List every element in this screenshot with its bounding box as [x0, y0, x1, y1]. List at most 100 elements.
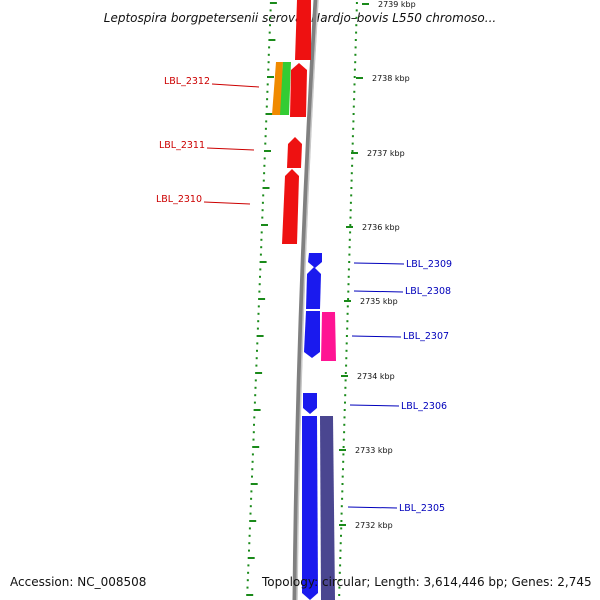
tick-mark [257, 305, 260, 308]
gene-blue-4[interactable] [303, 393, 317, 414]
tick-mark [345, 335, 348, 337]
gene-purple[interactable] [320, 416, 335, 600]
tick-mark [345, 342, 348, 345]
gene-label-leader [206, 147, 255, 151]
tick-mark [347, 298, 350, 300]
tick-mark [347, 283, 350, 286]
tick-mark [247, 571, 250, 574]
tick-mark [340, 527, 343, 530]
gene-label-leader [353, 290, 404, 293]
tick-mark [259, 275, 261, 278]
tick-mark [355, 24, 358, 27]
tick-mark [254, 379, 257, 382]
tick-mark [347, 290, 350, 293]
tick-mark [260, 238, 263, 241]
tick-mark [263, 164, 266, 167]
gene-red-arrow-1[interactable] [290, 63, 307, 117]
tick-mark [338, 586, 341, 589]
kbp-label: 2739 kbp [378, 0, 416, 9]
gene-label[interactable]: LBL_2307 [403, 331, 449, 342]
tick-mark [348, 261, 351, 263]
kbp-labels: 2739 kbp 2738 kbp 2737 kbp 2736 kbp 2735 kbp… [339, 0, 416, 530]
tick-mark [346, 312, 349, 315]
tick-mark [352, 113, 355, 115]
tick-mark [343, 409, 346, 411]
gene-label-leader [347, 506, 398, 509]
tick-mark [343, 423, 346, 426]
tick-mark [269, 2, 277, 4]
tick-mark [266, 83, 269, 86]
tick-mark [341, 483, 344, 485]
kbp-label: 2733 kbp [355, 446, 393, 455]
gene-label[interactable]: LBL_2311 [159, 140, 205, 151]
tick-mark [345, 357, 348, 360]
tick-mark [350, 179, 353, 182]
tick-mark [264, 135, 267, 138]
gene-label[interactable]: LBL_2309 [406, 259, 452, 270]
gene-features [272, 0, 336, 600]
kbp-label: 2735 kbp [360, 297, 398, 306]
gene-blue-1[interactable] [308, 253, 322, 268]
tick-mark [258, 298, 266, 300]
gene-green[interactable] [280, 62, 291, 115]
gene-blue-5[interactable] [302, 416, 318, 600]
tick-mark [260, 231, 263, 234]
tick-mark [258, 283, 261, 286]
tick-mark [259, 268, 262, 271]
tick-mark [266, 98, 269, 101]
tick-mark [350, 187, 353, 189]
tick-mark [353, 90, 356, 93]
gene-red-top[interactable] [295, 0, 311, 60]
tick-mark [250, 490, 253, 493]
tick-mark [352, 105, 355, 108]
tick-mark [260, 246, 263, 249]
tick-mark [251, 468, 254, 471]
tick-mark [253, 401, 256, 404]
gene-label[interactable]: LBL_2306 [401, 401, 447, 412]
gene-magenta[interactable] [321, 312, 336, 361]
tick-mark [339, 549, 342, 552]
tick-mark [350, 194, 353, 197]
gene-label[interactable]: LBL_2305 [399, 503, 445, 514]
tick-mark [341, 497, 344, 500]
gene-blue-2[interactable] [306, 267, 321, 309]
gene-orange[interactable] [272, 62, 283, 115]
tick-mark [269, 24, 271, 27]
tick-mark [251, 453, 254, 456]
tick-mark [246, 594, 254, 596]
tick-mark [355, 9, 358, 12]
tick-mark [263, 157, 266, 160]
tick-mark [264, 127, 267, 130]
tick-mark [339, 564, 342, 567]
gene-red-arrow-2[interactable] [287, 137, 302, 168]
tick-mark [348, 253, 351, 256]
gene-label[interactable]: LBL_2308 [405, 286, 451, 297]
gene-label[interactable]: LBL_2310 [156, 194, 202, 205]
tick-mark [353, 83, 356, 86]
tick-mark [246, 586, 249, 589]
tick-mark [264, 142, 267, 145]
tick-mark [345, 364, 348, 367]
tick-mark [248, 542, 251, 545]
tick-mark [353, 68, 356, 71]
tick-mark [347, 275, 350, 278]
tick-mark [354, 39, 357, 41]
tick-mark [354, 61, 357, 64]
tick-mark [342, 468, 344, 471]
tick-mark [346, 327, 349, 330]
tick-mark [262, 194, 265, 197]
tick-mark [342, 446, 345, 448]
tick-mark [339, 557, 342, 559]
tick-mark [252, 431, 255, 434]
tick-mark [249, 505, 252, 508]
gene-blue-3[interactable] [304, 311, 320, 358]
tick-mark [251, 460, 254, 463]
tick-mark [352, 127, 355, 130]
gene-label[interactable]: LBL_2312 [164, 76, 210, 87]
tick-mark [268, 39, 276, 41]
tick-mark [254, 386, 257, 389]
tick-mark [247, 557, 255, 559]
gene-label-leader [203, 201, 251, 205]
tick-marks [246, 2, 358, 596]
gene-red-arrow-3[interactable] [282, 169, 299, 244]
